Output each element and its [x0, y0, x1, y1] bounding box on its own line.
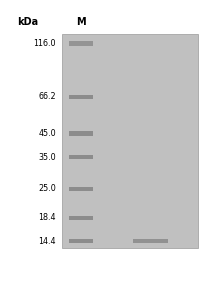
Text: 18.4: 18.4	[39, 213, 56, 222]
Text: 35.0: 35.0	[38, 153, 56, 162]
Bar	[69, 94, 93, 99]
Text: 25.0: 25.0	[38, 184, 56, 193]
Bar	[62, 34, 198, 248]
Text: 116.0: 116.0	[34, 39, 56, 48]
Bar	[69, 155, 93, 159]
Text: M: M	[76, 17, 86, 27]
Text: kDa: kDa	[17, 17, 39, 27]
Text: 66.2: 66.2	[38, 92, 56, 101]
Bar	[69, 131, 93, 136]
Text: 45.0: 45.0	[38, 129, 56, 138]
Bar	[69, 239, 93, 243]
Bar	[69, 41, 93, 46]
Bar	[133, 239, 168, 243]
Bar	[69, 187, 93, 191]
Text: 14.4: 14.4	[39, 237, 56, 246]
Bar	[69, 216, 93, 220]
